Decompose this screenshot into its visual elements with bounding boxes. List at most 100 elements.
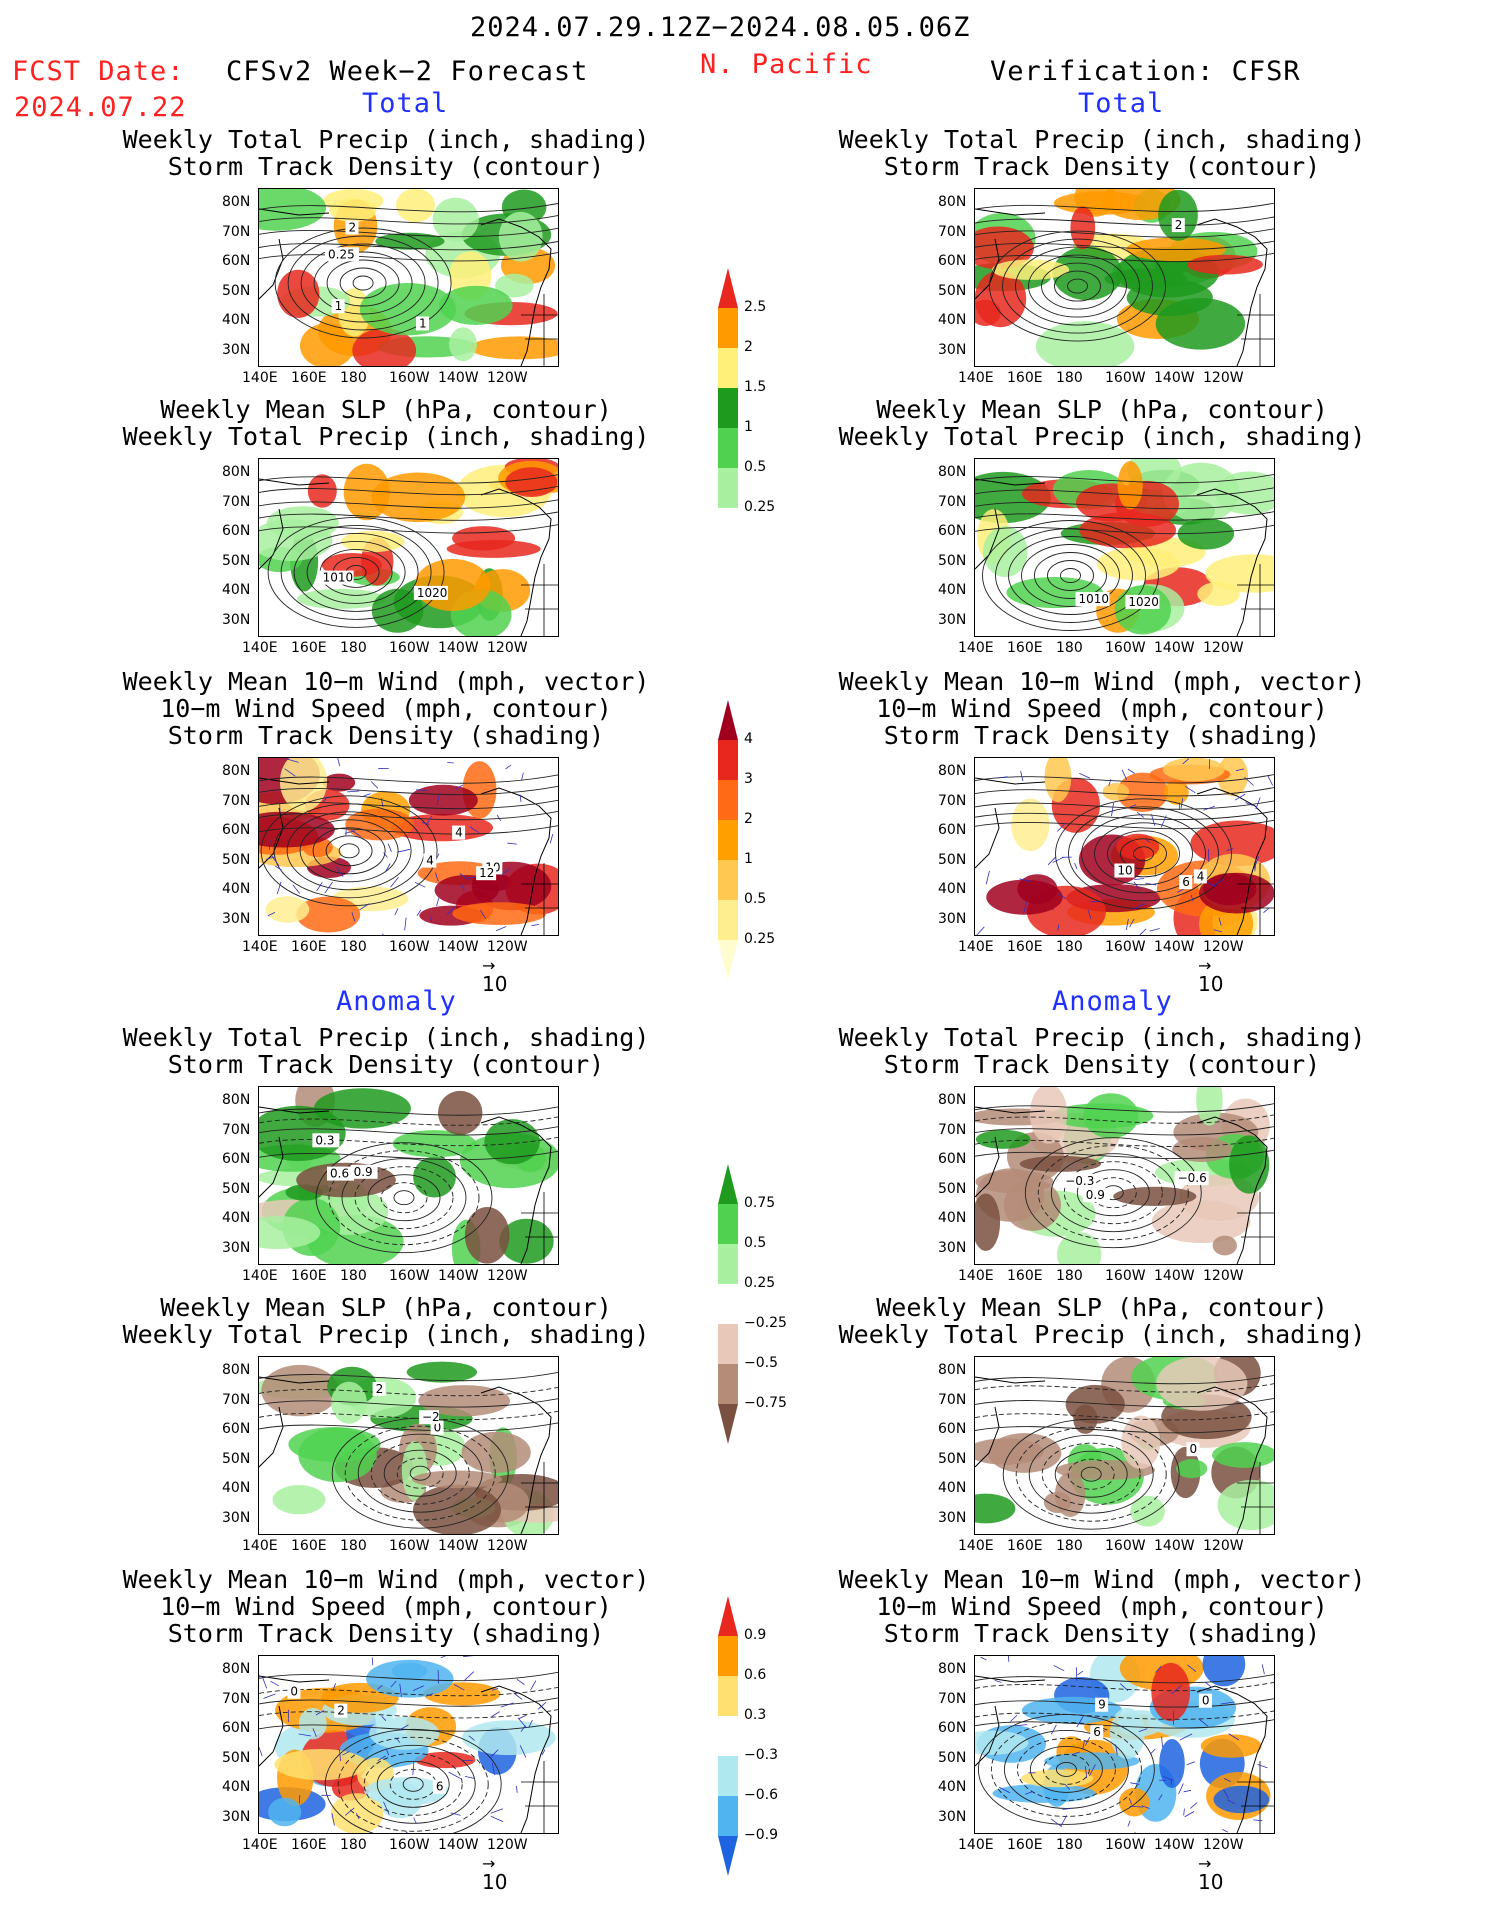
- contour-label-bg: [331, 299, 345, 314]
- state-boundaries: [1237, 863, 1274, 935]
- wind-vector: [1050, 1724, 1057, 1735]
- wind-vector: [1226, 848, 1234, 852]
- wind-vector: [1234, 793, 1246, 801]
- contour-line: [376, 1760, 450, 1808]
- lat-tick-label: 30N: [222, 1509, 251, 1526]
- contour-line: [306, 540, 406, 604]
- colorbar-swatch: [718, 740, 738, 780]
- shading-region: [438, 1090, 483, 1135]
- lat-tick-label: 80N: [222, 1362, 251, 1378]
- wind-vector: [1062, 1808, 1072, 1810]
- wind-vector: [1076, 1715, 1084, 1728]
- lon-tick-label: 140E: [958, 939, 994, 955]
- wind-vector: [1171, 1684, 1183, 1695]
- colorbar-label: 1: [744, 851, 753, 867]
- wind-vector: [1235, 768, 1245, 772]
- total-label-left: Total: [362, 88, 449, 119]
- contour-label-bg: [312, 1133, 340, 1148]
- state-boundaries: [1237, 1192, 1274, 1264]
- map-plot: 1010 1020: [259, 459, 558, 636]
- shading-region: [277, 269, 320, 318]
- wind-vector: [1213, 878, 1225, 887]
- shading-region: [408, 784, 478, 816]
- colorbar-label: 0.25: [744, 499, 776, 515]
- shading-region: [1158, 189, 1198, 241]
- contour-line: [341, 1158, 467, 1238]
- panel-title: Weekly Total Precip (inch, shading) Stor…: [122, 1023, 650, 1079]
- wind-vector: [1203, 805, 1216, 811]
- shading-region: [469, 336, 558, 360]
- lon-tick-label: 160W: [1105, 1538, 1146, 1554]
- lon-tick-label: 120W: [487, 1538, 528, 1554]
- lat-tick-label: 50N: [222, 552, 251, 569]
- wind-vector: [399, 1683, 402, 1697]
- colorbar-label: 2: [744, 339, 753, 355]
- colorbar-swatch: [718, 1364, 738, 1404]
- colorbar-swatch: [718, 308, 738, 348]
- contour-line: [1016, 1737, 1116, 1801]
- contour-line: [259, 1136, 558, 1147]
- colorbar-swatch: [718, 1836, 738, 1876]
- lat-tick-label: 40N: [938, 1210, 967, 1226]
- lat-tick-label: 30N: [938, 1808, 967, 1825]
- lat-tick-label: 80N: [938, 464, 967, 480]
- map-plot: 1 2 1 0.25: [259, 189, 558, 366]
- map-panel: 2 0 6: [258, 1655, 559, 1834]
- panel-title: Weekly Total Precip (inch, shading) Stor…: [838, 125, 1366, 181]
- wind-vector: [342, 1751, 350, 1756]
- contour-line: [975, 202, 1274, 213]
- contour-line: [975, 1424, 1274, 1434]
- vector-reference-value: 10: [1198, 972, 1224, 996]
- wind-vector: [1057, 892, 1067, 900]
- contour-line: [325, 835, 373, 867]
- lat-tick-label: 70N: [938, 792, 967, 809]
- lon-tick-label: 180: [1056, 370, 1083, 386]
- wind-vector: [496, 926, 507, 932]
- contour-line: [259, 1106, 558, 1116]
- wind-vector: [1115, 1744, 1118, 1756]
- wind-vector: [1141, 1805, 1150, 1809]
- wind-vector: [1074, 863, 1078, 869]
- wind-vector: [1253, 856, 1260, 869]
- panel-title: Weekly Mean SLP (hPa, contour) Weekly To…: [838, 395, 1366, 451]
- wind-vector: [1111, 802, 1114, 817]
- lat-tick-label: 30N: [222, 1239, 251, 1256]
- state-boundaries: [521, 863, 558, 935]
- wind-vector: [383, 852, 388, 858]
- lon-tick-label: 120W: [1203, 370, 1244, 386]
- contour-label-bg: [1062, 1173, 1097, 1188]
- contour-line: [280, 524, 432, 620]
- contour-label-bg: [334, 1703, 348, 1718]
- contour-label: 9: [1098, 1698, 1106, 1712]
- shading-region: [412, 1470, 502, 1489]
- shading-region: [975, 1129, 1031, 1149]
- colorbar-swatch: [718, 1324, 738, 1364]
- contour-label-bg: [1198, 1693, 1212, 1708]
- contour-line: [259, 227, 558, 238]
- shading-region: [369, 1716, 440, 1750]
- shading-region: [449, 327, 477, 362]
- wind-vector: [530, 1680, 537, 1691]
- contour-label: 2: [349, 221, 357, 235]
- wind-vector: [380, 798, 384, 808]
- wind-vector: [1077, 1670, 1084, 1676]
- shading-region: [313, 1088, 411, 1129]
- wind-vector: [1220, 1701, 1235, 1705]
- contour-line: [409, 1465, 431, 1481]
- map-plot: 0: [975, 1357, 1274, 1534]
- contour-line: [1008, 536, 1133, 615]
- contour-line: [1015, 246, 1140, 326]
- wind-vector: [387, 843, 392, 852]
- wind-vector: [1186, 1761, 1196, 1766]
- lat-tick-label: 40N: [222, 881, 251, 897]
- wind-vector: [384, 863, 391, 873]
- shading-region: [1172, 1137, 1232, 1162]
- fcst-date-label: FCST Date:: [12, 56, 185, 87]
- contour-label-bg: [1090, 1725, 1104, 1740]
- shading-region: [975, 1493, 1016, 1524]
- contour-label: 0: [1202, 1694, 1210, 1708]
- wind-vector: [1179, 1733, 1193, 1741]
- contour-line: [975, 216, 1274, 226]
- shading-region: [341, 530, 405, 553]
- colorbar-swatch: [718, 1596, 738, 1636]
